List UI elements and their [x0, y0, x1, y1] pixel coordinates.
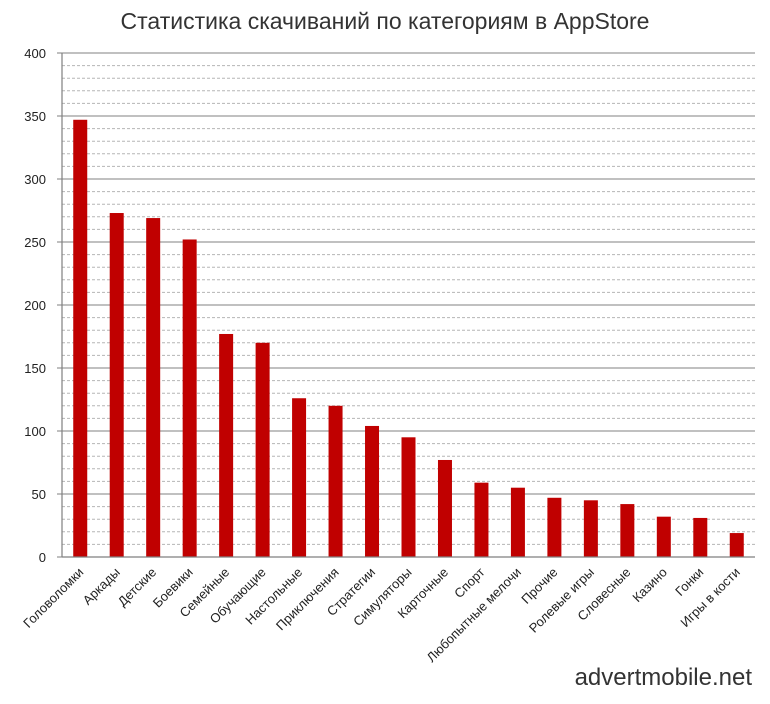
y-tick-label: 300 [24, 172, 46, 187]
bar [401, 437, 416, 557]
y-tick-label: 150 [24, 361, 46, 376]
bar [583, 500, 598, 557]
bar [109, 213, 124, 557]
bar [73, 119, 88, 557]
bars [73, 119, 744, 558]
bar [182, 239, 197, 558]
bar [219, 333, 234, 557]
x-axis-labels: ГоловоломкиАркадыДетскиеБоевикиСемейныеО… [20, 564, 743, 665]
bar [547, 497, 562, 557]
y-tick-label: 250 [24, 235, 46, 250]
bar [693, 517, 708, 557]
y-tick-label: 100 [24, 424, 46, 439]
grid-lines [62, 52, 755, 545]
x-tick-label: Казино [629, 565, 670, 606]
watermark: advertmobile.net [574, 664, 752, 691]
bar [510, 487, 525, 557]
axes [61, 53, 755, 558]
bar [255, 342, 270, 557]
x-tick-label: Головоломки [20, 565, 86, 631]
bar [620, 504, 635, 557]
y-tick-label: 200 [24, 298, 46, 313]
bar [328, 405, 343, 557]
y-tick-label: 400 [24, 46, 46, 61]
y-tick-label: 350 [24, 109, 46, 124]
y-tick-label: 0 [39, 550, 46, 565]
bar [146, 218, 161, 557]
bar [365, 425, 380, 557]
y-tick-label: 50 [32, 487, 46, 502]
bar [729, 533, 744, 557]
x-tick-label: Гонки [672, 565, 706, 599]
chart-title: Статистика скачиваний по категориям в Ap… [120, 8, 650, 34]
y-axis-ticks: 0 50 100 150 200 250 300 350 400 [24, 46, 62, 565]
bar [656, 516, 671, 557]
bar [437, 459, 452, 557]
bar [292, 398, 307, 557]
bar [474, 482, 489, 557]
